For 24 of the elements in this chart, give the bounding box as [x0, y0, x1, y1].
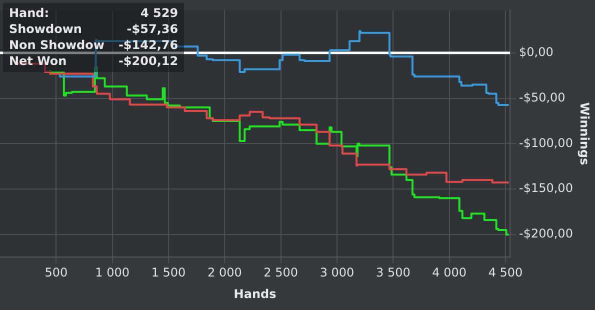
- x-tick-label: 500: [44, 266, 68, 280]
- annotation: Net Won: [9, 54, 68, 69]
- y-tick-label: -$50,00: [519, 90, 566, 104]
- x-axis-title: Hands: [234, 286, 276, 301]
- x-tick-label: 4 500: [488, 266, 523, 280]
- x-tick-label: 1 500: [151, 266, 186, 280]
- x-tick-label: 1 000: [95, 266, 130, 280]
- annotation: -$200,12: [118, 54, 178, 69]
- x-tick-label: 2 000: [207, 266, 242, 280]
- annotation: Showdown: [9, 22, 83, 37]
- annotation: 4 529: [140, 6, 178, 21]
- annotation: -$142,76: [118, 38, 178, 53]
- y-tick-label: -$200,00: [519, 226, 573, 241]
- y-tick-label: $0,00: [519, 45, 554, 60]
- annotation: Non Showdow: [9, 38, 104, 53]
- y-axis-title: Winnings: [578, 102, 592, 166]
- x-tick-label: 3 000: [320, 266, 354, 280]
- x-tick-label: 3 500: [376, 266, 410, 280]
- x-tick-label: 4 000: [432, 266, 467, 280]
- x-tick-label: 2 500: [264, 266, 298, 280]
- y-tick-label: -$150,00: [519, 181, 573, 196]
- y-tick-label: -$100,00: [519, 136, 573, 150]
- annotation: -$57,36: [126, 22, 178, 37]
- annotation: Hand:: [9, 6, 50, 21]
